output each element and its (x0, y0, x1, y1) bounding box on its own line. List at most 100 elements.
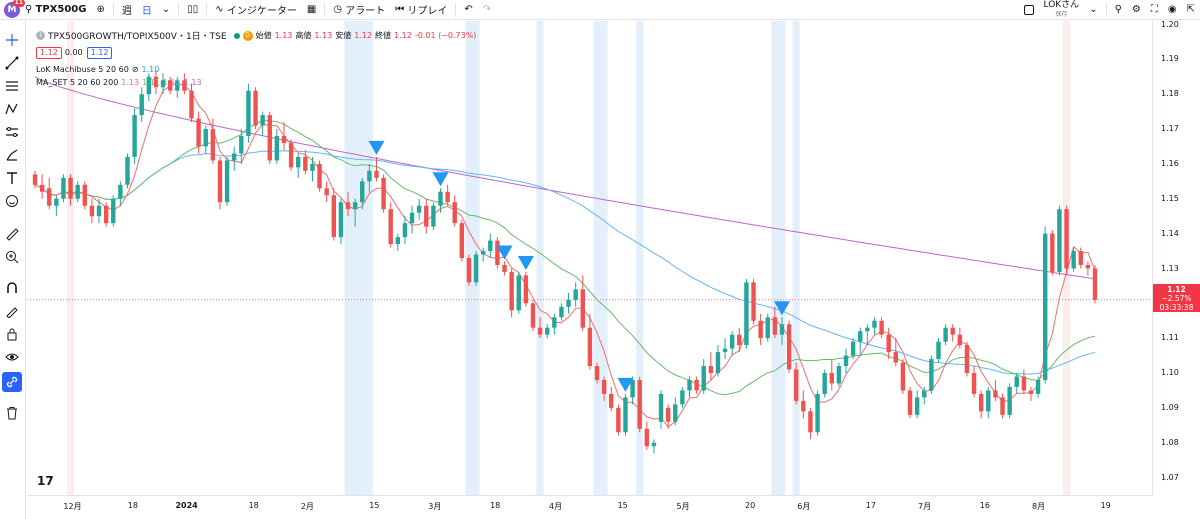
candle-body (274, 136, 280, 161)
candle-body (858, 331, 863, 342)
candle-body (160, 80, 166, 88)
layout-checkbox[interactable] (1019, 0, 1039, 20)
time-tick-label: 5月 (676, 502, 690, 511)
candle-body (203, 129, 208, 147)
indicator-lok-icon: ⊘ (131, 65, 139, 74)
sell-signal-marker (517, 255, 534, 270)
price-tick-label: 1.07 (1161, 472, 1179, 482)
publish-button[interactable]: ⇱ (1182, 0, 1200, 20)
delay-badge: D (242, 30, 253, 41)
price-axis[interactable]: 1.20 1.19 1.18 1.17 1.16 1.15 1.14 1.13 1.11 1.10… (1152, 20, 1200, 495)
add-symbol-button[interactable]: ⊕ (91, 0, 109, 20)
magnet-tool[interactable] (2, 278, 22, 298)
time-tick-label: 18 (490, 501, 501, 510)
candle-body (729, 334, 735, 349)
candle-body (146, 76, 152, 95)
templates-button[interactable]: ▦ (302, 0, 321, 20)
highlight-band-blue (771, 21, 786, 495)
indicator-ma-name[interactable]: MA_SET 5 20 60 200 (36, 78, 119, 87)
prediction-tool[interactable] (2, 122, 22, 142)
candle-body (360, 181, 365, 203)
candle-body (139, 94, 144, 116)
candle-body (552, 317, 557, 328)
fib-icon (6, 81, 18, 91)
lock-tool[interactable] (2, 324, 22, 344)
redo-button[interactable]: ↷ (478, 0, 496, 20)
layout-name[interactable]: LOKさん 保存 (1043, 0, 1080, 18)
candle-body (687, 379, 692, 391)
indicators-button[interactable]: ∿ インジケーター (215, 4, 297, 17)
fullscreen-button[interactable]: ⛶ (1146, 0, 1163, 20)
candle-body (345, 202, 351, 210)
time-tick-label: 20 (745, 501, 756, 510)
highlight-band-blue (593, 21, 608, 495)
zoom-tool[interactable] (2, 247, 22, 267)
candle-body (751, 282, 756, 321)
undo-button[interactable]: ↶ (459, 0, 477, 20)
candle-body (601, 379, 607, 394)
chart-legend: i TPX500GROWTH/TOPIX500V・1日・TSE D 始値 1.13… (36, 30, 477, 87)
symbol-title[interactable]: TPX500GROWTH/TOPIX500V・1日・TSE (48, 32, 227, 42)
price-tick-label: 1.11 (1161, 333, 1179, 343)
candle-body (381, 177, 386, 210)
ma200-line (34, 76, 1096, 280)
buy-price-pill[interactable]: 1.12 (86, 46, 113, 59)
ruler-tool[interactable] (2, 224, 22, 244)
fib-tool[interactable] (2, 76, 22, 96)
price-tick-label: 1.15 (1161, 193, 1179, 203)
candle-body (623, 397, 628, 433)
sync-drawing-tool[interactable] (2, 372, 22, 392)
candle-body (765, 317, 770, 339)
symbol-search[interactable]: ⚲ TPX500G (25, 4, 87, 15)
time-axis[interactable]: 12月 18 2024 18 2月 15 3月 18 4月 15 5月 20 6月 17 7月 16 8月 19 (27, 495, 1152, 519)
trendline-tool[interactable] (2, 53, 22, 73)
candle-body (580, 289, 585, 328)
interval-dropdown[interactable]: ⌄ (157, 0, 175, 20)
market-status-dot (233, 32, 240, 39)
sell-signal-marker (773, 301, 790, 316)
brush-tool[interactable] (2, 145, 22, 165)
candle-body (964, 345, 970, 374)
interval-week-button[interactable]: 週 (121, 6, 132, 17)
hide-tool[interactable] (2, 347, 22, 367)
crosshair-tool[interactable] (2, 30, 22, 50)
search-icon: ⚲ (25, 4, 33, 15)
candle-body (82, 184, 88, 206)
chevron-down-icon: ⌄ (161, 4, 171, 15)
candle-body (1064, 209, 1069, 269)
candle-body (772, 317, 778, 335)
candle-body (936, 341, 941, 360)
zoom-in-icon (6, 251, 19, 264)
chevron-down-icon: ⌄ (1089, 4, 1098, 15)
remove-tool[interactable] (2, 403, 22, 423)
price-chart[interactable] (27, 21, 1152, 495)
time-tick-label: 2024 (175, 501, 198, 510)
stay-drawing-tool[interactable] (2, 301, 22, 321)
indicator-lok-name[interactable]: LoK Machibuse 5 20 60 (36, 65, 129, 74)
sell-price-pill[interactable]: 1.12 (36, 46, 62, 59)
candle-body (758, 320, 763, 339)
emoji-tool[interactable] (2, 191, 22, 211)
candle-body (89, 205, 95, 217)
time-tick-label: 12月 (63, 502, 82, 511)
alert-button[interactable]: ◷ アラート (333, 4, 386, 17)
candle-body (744, 282, 749, 346)
brush-icon (6, 149, 18, 161)
candle-body (1007, 386, 1012, 415)
candle-body (431, 205, 436, 227)
layout-dropdown[interactable]: ⌄ (1084, 0, 1102, 20)
pattern-tool[interactable] (2, 99, 22, 119)
settings-button[interactable]: ⚙ (1127, 0, 1146, 20)
quick-search-button[interactable]: ⚲ (1110, 0, 1127, 20)
interval-day-button[interactable]: 日 (141, 6, 152, 17)
candle-body (47, 188, 52, 206)
text-tool[interactable] (2, 168, 22, 188)
chart-type-button[interactable]: ▯▯ (182, 0, 203, 20)
snapshot-button[interactable]: ◉ (1163, 0, 1182, 20)
sell-signal-marker (368, 140, 385, 155)
candle-body (402, 223, 408, 238)
candle-body (32, 174, 38, 185)
ruler-icon (6, 228, 19, 241)
replay-button[interactable]: ⏮ リプレイ (395, 4, 448, 17)
user-avatar[interactable]: M 11 (4, 0, 25, 18)
